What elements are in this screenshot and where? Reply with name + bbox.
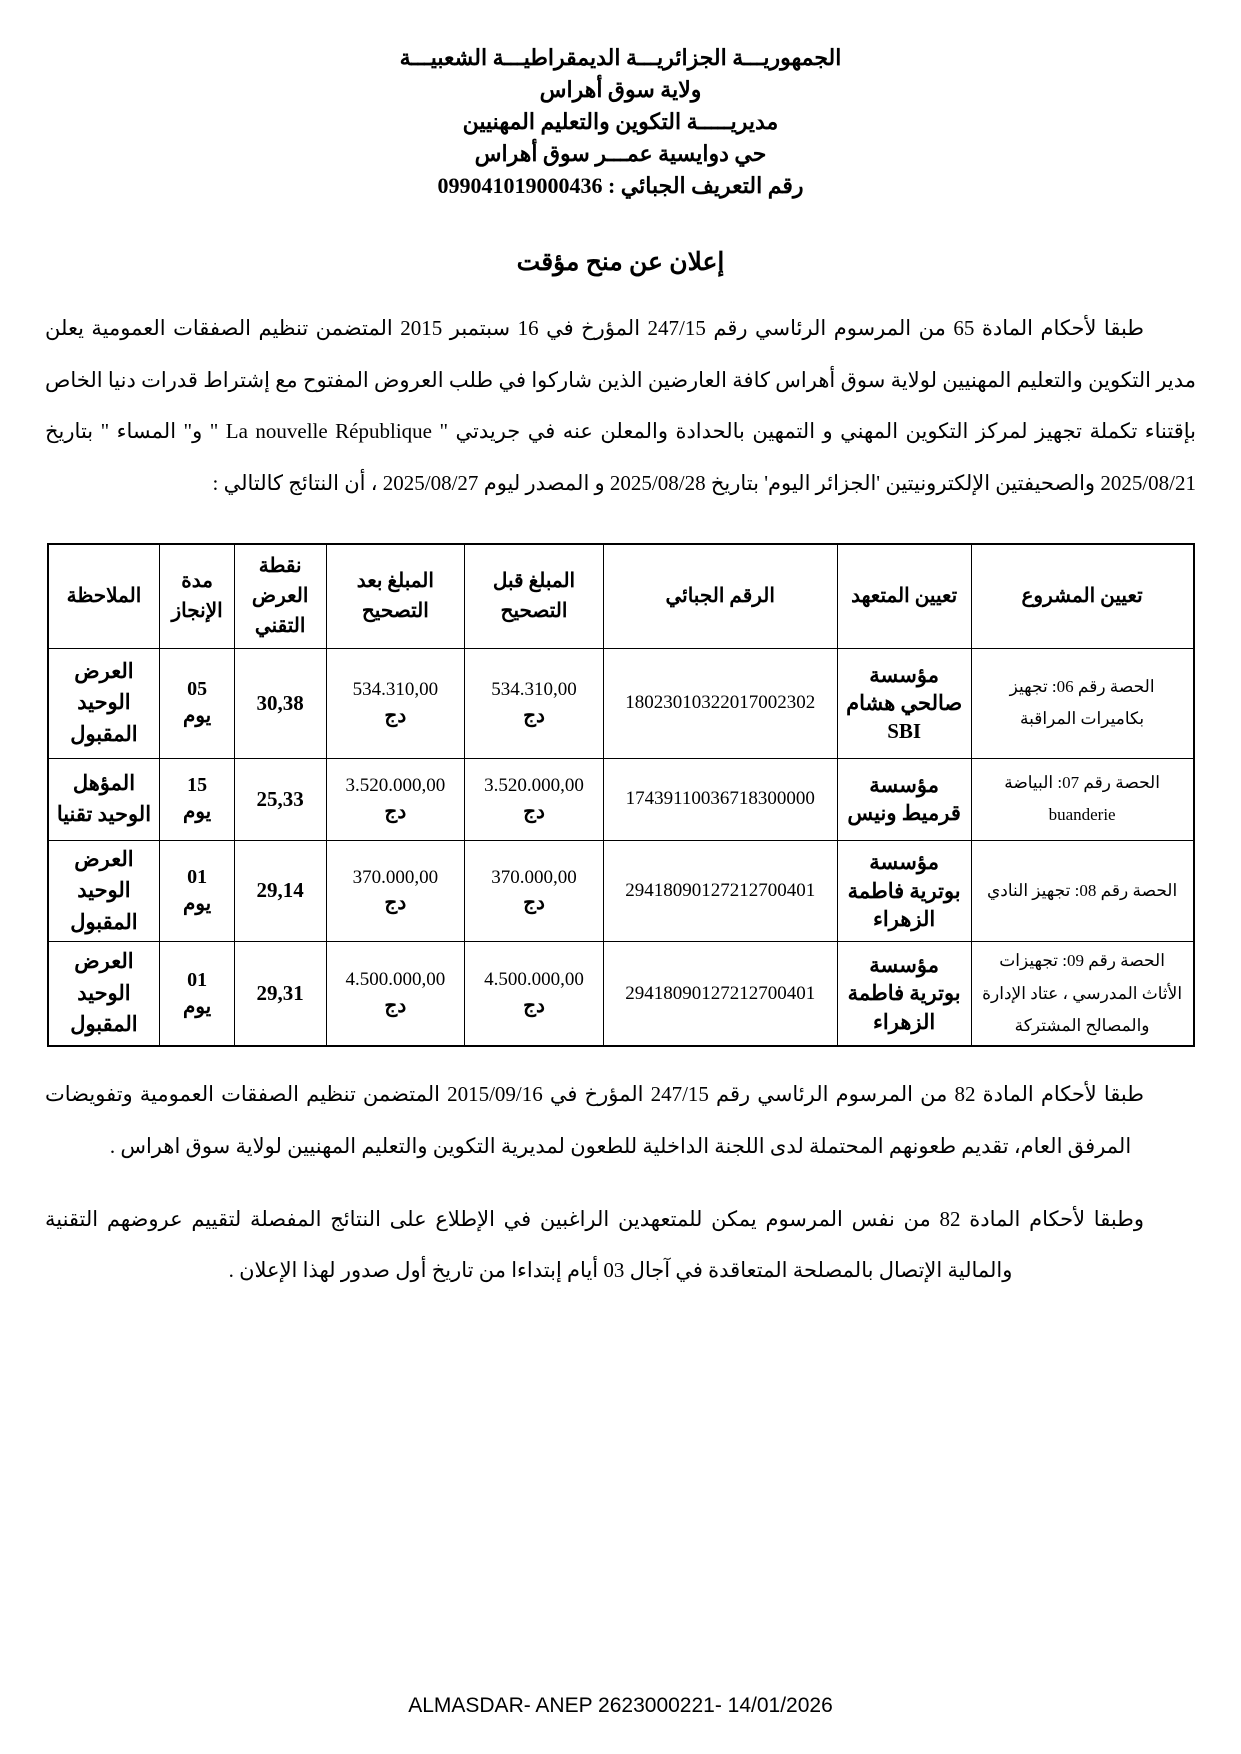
amount-before-cell: 370.000,00 دج (464, 839, 604, 943)
contractor-cell: مؤسسة قرميط ونيس (836, 757, 972, 841)
amount-value: 370.000,00 (491, 866, 577, 888)
consult-paragraph: وطبقا لأحكام المادة 82 من نفس المرسوم يم… (45, 1206, 1145, 1283)
duration-cell: 05 يوم (159, 647, 235, 759)
duration-value: 15 (187, 774, 208, 797)
amount-before-cell: 3.520.000,00 دج (464, 757, 604, 841)
tax-number-cell: 29418090127212700401 (602, 839, 838, 943)
column-header-remark: الملاحظة (46, 543, 161, 649)
contractor-cell: مؤسسة صالحي هشام SBI (836, 647, 972, 759)
amount-after-cell: 370.000,00 دج (325, 839, 466, 943)
tax-number-cell: 17439110036718300000 (602, 757, 838, 841)
amount-value: 4.500.000,00 (345, 969, 446, 991)
remark-cell: العرض الوحيد المقبول (46, 941, 161, 1047)
table-row: الحصة رقم 09: تجهيزات الأثاث المدرسي ، ع… (46, 941, 1195, 1047)
amount-value: 3.520.000,00 (484, 774, 584, 796)
currency-label: دج (523, 994, 545, 1017)
amount-value: 534.310,00 (491, 678, 577, 700)
project-cell: الحصة رقم 07: البياضة buanderie (970, 757, 1195, 841)
remark-cell: العرض الوحيد المقبول (46, 839, 161, 943)
duration-unit: يوم (182, 995, 212, 1018)
duration-value: 01 (187, 968, 208, 991)
header-address: حي دوايسية عمـــر سوق أهراس (474, 140, 767, 166)
currency-label: دج (384, 994, 407, 1017)
header-wilaya: ولاية سوق أهراس (539, 76, 702, 102)
amount-value: 534.310,00 (352, 678, 439, 700)
amount-before-cell: 534.310,00 دج (464, 647, 604, 759)
currency-label: دج (523, 800, 545, 823)
remark-cell: العرض الوحيد المقبول (46, 647, 161, 759)
technical-score-cell: 29,14 (233, 839, 327, 943)
project-cell: الحصة رقم 08: تجهيز النادي (970, 839, 1195, 943)
currency-label: دج (384, 892, 407, 915)
currency-label: دج (523, 892, 545, 915)
intro-paragraph: طبقا لأحكام المادة 65 من المرسوم الرئاسي… (45, 316, 1196, 495)
duration-cell: 15 يوم (159, 757, 235, 841)
currency-label: دج (384, 800, 407, 823)
column-header-duration: مدة الإنجاز (159, 543, 235, 649)
header-tax-id: رقم التعريف الجبائي : 099041019000436 (437, 172, 804, 198)
duration-value: 05 (187, 678, 208, 701)
duration-value: 01 (187, 865, 208, 888)
amount-after-cell: 4.500.000,00 دج (325, 941, 466, 1047)
column-header-amount-before: المبلغ قبل التصحيح (464, 543, 604, 649)
duration-cell: 01 يوم (159, 839, 235, 943)
tax-number-cell: 29418090127212700401 (602, 941, 838, 1047)
table-row: الحصة رقم 07: البياضة buanderie مؤسسة قر… (46, 757, 1195, 841)
appeal-paragraph: طبقا لأحكام المادة 82 من المرسوم الرئاسي… (45, 1082, 1144, 1158)
amount-after-cell: 534.310,00 دج (325, 647, 466, 759)
document-header: الجمهوريـــة الجزائريـــة الديمقراطيـــة… (0, 0, 1241, 201)
table-row: الحصة رقم 06: تجهيز بكاميرات المراقبة مؤ… (46, 647, 1195, 759)
header-republic: الجمهوريـــة الجزائريـــة الديمقراطيـــة… (399, 45, 842, 70)
column-header-tax-number: الرقم الجبائي (602, 543, 838, 649)
duration-unit: يوم (182, 801, 212, 824)
results-table: تعيين المشروع تعيين المتعهد الرقم الجبائ… (46, 543, 1195, 1048)
currency-label: دج (384, 704, 407, 727)
column-header-project: تعيين المشروع (970, 543, 1195, 649)
table-row: الحصة رقم 08: تجهيز النادي مؤسسة بوترية … (46, 839, 1195, 943)
technical-score-cell: 30,38 (233, 647, 327, 759)
contractor-cell: مؤسسة بوترية فاطمة الزهراء (836, 839, 972, 943)
column-header-amount-after: المبلغ بعد التصحيح (325, 543, 466, 649)
project-cell: الحصة رقم 09: تجهيزات الأثاث المدرسي ، ع… (970, 941, 1195, 1047)
remark-cell: المؤهل الوحيد تقنيا (46, 757, 161, 841)
column-header-technical-score: نقطة العرض التقني (233, 543, 327, 649)
amount-value: 370.000,00 (352, 866, 439, 888)
page-title: إعلان عن منح مؤقت (516, 249, 725, 277)
amount-after-cell: 3.520.000,00 دج (325, 757, 466, 841)
header-directorate: مديريـــــة التكوين والتعليم المهنيين (462, 108, 779, 134)
table-header-row: تعيين المشروع تعيين المتعهد الرقم الجبائ… (46, 543, 1195, 649)
technical-score-cell: 25,33 (233, 757, 327, 841)
amount-value: 4.500.000,00 (484, 969, 584, 991)
duration-unit: يوم (182, 892, 212, 915)
project-cell: الحصة رقم 06: تجهيز بكاميرات المراقبة (970, 647, 1195, 759)
anep-reference: ALMASDAR- ANEP 2623000221- 14/01/2026 (408, 1694, 833, 1717)
tax-number-cell: 18023010322017002302 (602, 647, 838, 759)
amount-before-cell: 4.500.000,00 دج (464, 941, 604, 1047)
technical-score-cell: 29,31 (233, 941, 327, 1047)
amount-value: 3.520.000,00 (345, 774, 446, 796)
column-header-contractor: تعيين المتعهد (836, 543, 972, 649)
duration-unit: يوم (182, 705, 212, 728)
duration-cell: 01 يوم (159, 941, 235, 1047)
contractor-cell: مؤسسة بوترية فاطمة الزهراء (836, 941, 972, 1047)
currency-label: دج (523, 704, 545, 727)
